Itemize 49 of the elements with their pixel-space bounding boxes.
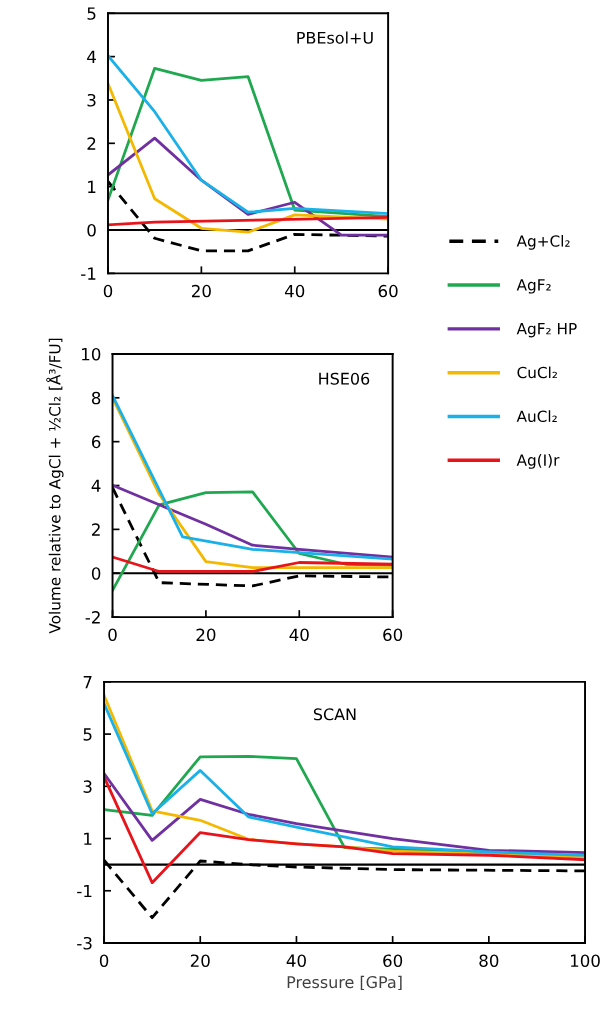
y-tick-label: 6 bbox=[91, 435, 101, 449]
line-series bbox=[104, 772, 586, 855]
x-tick-label: 60 bbox=[383, 628, 403, 642]
y-tick-label: 1 bbox=[88, 180, 96, 193]
y-tick-label: -3 bbox=[77, 936, 92, 950]
legend-label: AgF₂ bbox=[516, 279, 551, 294]
legend-label: AuCl₂ bbox=[516, 410, 557, 423]
x-tick-label: 40 bbox=[289, 628, 309, 642]
y-tick-label: 3 bbox=[87, 93, 96, 107]
y-tick-label: 5 bbox=[83, 728, 92, 741]
y-tick-label: -2 bbox=[85, 611, 100, 624]
y-tick-label: 5 bbox=[87, 7, 96, 20]
x-tick-label: 20 bbox=[190, 954, 210, 967]
y-tick-label: 1 bbox=[84, 832, 92, 845]
x-tick-label: 60 bbox=[383, 954, 403, 967]
y-tick-label: 8 bbox=[91, 391, 101, 405]
x-tick-label: 20 bbox=[196, 628, 216, 642]
y-tick-label: 4 bbox=[87, 50, 96, 63]
y-tick-label: -1 bbox=[81, 267, 96, 280]
x-tick-label: 40 bbox=[286, 954, 306, 967]
x-tick-label: 20 bbox=[191, 284, 211, 298]
y-tick-label: 2 bbox=[87, 137, 96, 150]
x-tick-label: 0 bbox=[103, 284, 113, 298]
x-tick-label: 40 bbox=[284, 284, 305, 298]
y-tick-label: 3 bbox=[83, 780, 92, 793]
x-tick-label: 0 bbox=[99, 954, 109, 967]
x-tick-label: 60 bbox=[378, 284, 398, 298]
x-tick-label: 80 bbox=[479, 954, 499, 967]
y-tick-label: 4 bbox=[91, 479, 101, 492]
x-axis-title: Pressure [GPa] bbox=[287, 975, 402, 991]
y-axis-title: Volume relative to AgCl + ½Cl₂ [Å³/FU] bbox=[46, 338, 64, 634]
y-tick-label: 10 bbox=[82, 347, 101, 361]
y-tick-label: 2 bbox=[92, 523, 100, 536]
x-tick-label: 0 bbox=[108, 628, 117, 642]
y-tick-label: 7 bbox=[83, 676, 92, 689]
legend-label: Ag(I)r bbox=[516, 454, 560, 469]
text: SCAN bbox=[313, 708, 356, 721]
line-series bbox=[112, 555, 393, 573]
x-tick-label: 100 bbox=[570, 954, 600, 967]
legend-label: CuCl₂ bbox=[517, 366, 557, 379]
y-tick-label: 0 bbox=[87, 223, 96, 237]
line-series bbox=[112, 483, 393, 559]
y-tick-label: -1 bbox=[77, 884, 92, 898]
line-series bbox=[104, 775, 586, 885]
legend-label: AgF₂ HP bbox=[516, 323, 577, 338]
y-tick-label: 0 bbox=[91, 567, 101, 580]
text: HSE06 bbox=[319, 372, 370, 385]
legend-label: Ag+Cl₂ bbox=[516, 234, 570, 250]
text: PBEsol+U bbox=[297, 31, 373, 44]
